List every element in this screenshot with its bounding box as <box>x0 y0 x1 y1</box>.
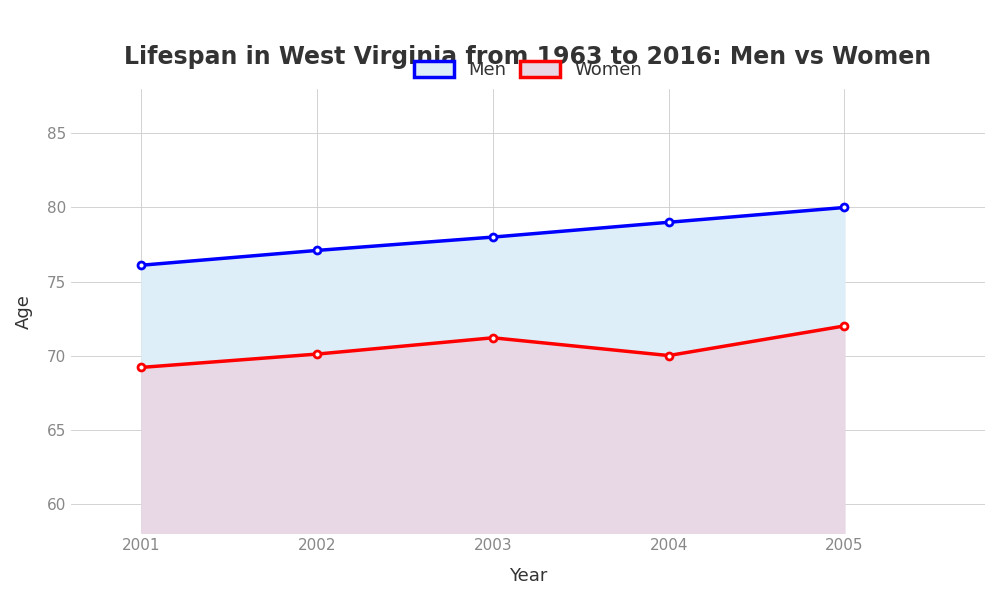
Title: Lifespan in West Virginia from 1963 to 2016: Men vs Women: Lifespan in West Virginia from 1963 to 2… <box>124 45 932 69</box>
Y-axis label: Age: Age <box>15 293 33 329</box>
Legend: Men, Women: Men, Women <box>407 53 650 86</box>
X-axis label: Year: Year <box>509 567 547 585</box>
